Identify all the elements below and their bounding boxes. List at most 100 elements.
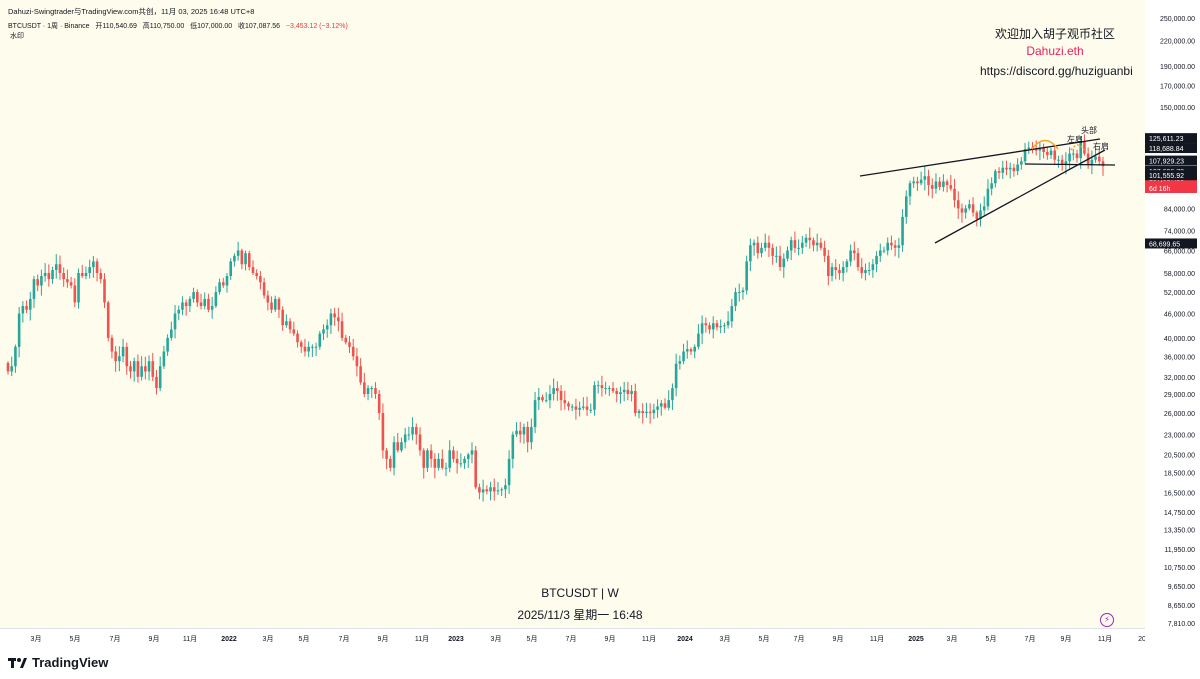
symbol-info[interactable]: BTCUSDT · 1周 · Binance <box>8 23 90 30</box>
price-tick-25: 8,650.00 <box>1168 603 1195 610</box>
candle-4 <box>21 301 25 323</box>
candle-253 <box>945 179 949 193</box>
svg-text:101,555.92: 101,555.92 <box>1149 173 1184 180</box>
candle-32 <box>125 342 129 375</box>
right-shoulder-arc[interactable] <box>1070 144 1085 151</box>
candle-116 <box>437 453 440 471</box>
candle-231 <box>864 263 867 281</box>
time-tick-22: 11月 <box>870 635 884 643</box>
trendline-upper-resistance[interactable] <box>859 138 1101 177</box>
candle-21 <box>84 266 88 280</box>
candle-46 <box>177 305 181 321</box>
candle-95 <box>359 358 362 385</box>
candle-88 <box>333 307 336 326</box>
low-value: 107,000.00 <box>197 23 233 30</box>
candle-176 <box>659 399 663 416</box>
price-tick-12: 36,000.00 <box>1164 354 1195 361</box>
candle-275 <box>1027 141 1031 154</box>
candle-228 <box>853 241 856 261</box>
time-tick-27: 9月 <box>1061 635 1072 643</box>
candle-232 <box>867 262 871 276</box>
candle-237 <box>886 237 890 256</box>
candle-105 <box>396 432 400 453</box>
candle-11 <box>47 264 51 287</box>
price-label-1: 118,688.84 <box>1145 143 1197 154</box>
trendline-rising-support[interactable] <box>934 149 1106 244</box>
candle-224 <box>838 264 841 280</box>
candle-206 <box>771 243 774 265</box>
candle-29 <box>114 346 117 372</box>
price-axis[interactable]: 250,000.00 220,000.00 190,000.00 170,000.00… <box>1145 0 1200 628</box>
price-label-5: 6d 16h <box>1145 182 1197 193</box>
candle-264 <box>986 179 990 211</box>
candle-154 <box>578 401 581 417</box>
candle-69 <box>262 277 266 299</box>
candle-23 <box>92 256 95 278</box>
candle-146 <box>548 385 552 409</box>
candle-143 <box>537 387 541 411</box>
candle-77 <box>292 321 296 337</box>
annotation-0: 左肩 <box>1067 134 1083 144</box>
candle-295 <box>1101 156 1105 176</box>
candle-48 <box>184 299 188 316</box>
price-tick-24: 9,650.00 <box>1168 584 1195 591</box>
candle-229 <box>856 248 860 271</box>
price-label-0: 125,611.23 <box>1145 133 1197 144</box>
time-tick-2: 7月 <box>110 635 121 643</box>
candle-87 <box>329 308 333 335</box>
time-tick-13: 5月 <box>527 635 538 643</box>
candle-192 <box>719 319 722 334</box>
candle-31 <box>121 338 125 363</box>
time-tick-14: 7月 <box>566 635 577 643</box>
candle-250 <box>934 173 938 194</box>
ohlc-legend[interactable]: BTCUSDT · 1周 · Binance 开110,540.69 高110,… <box>8 21 348 31</box>
candle-200 <box>749 238 752 272</box>
time-tick-1: 5月 <box>70 635 81 643</box>
candle-78 <box>296 330 299 348</box>
candle-129 <box>485 485 489 495</box>
candle-54 <box>207 293 210 313</box>
candle-55 <box>210 296 214 319</box>
candle-34 <box>132 357 136 382</box>
candle-60 <box>229 258 233 280</box>
candle-79 <box>299 340 303 353</box>
chart-pane[interactable]: 左肩 头部 右肩 <box>0 0 1145 628</box>
time-tick-11: 2023 <box>448 636 464 643</box>
candle-70 <box>266 290 270 311</box>
candle-218 <box>815 233 819 252</box>
candle-267 <box>997 167 1001 180</box>
svg-text:125,611.23: 125,611.23 <box>1149 136 1184 143</box>
candle-106 <box>400 437 403 453</box>
tradingview-logo[interactable]: TradingView <box>8 655 108 670</box>
candle-208 <box>778 245 782 271</box>
candle-220 <box>823 240 826 263</box>
candle-68 <box>259 270 262 290</box>
candle-278 <box>1038 142 1042 161</box>
candle-81 <box>307 341 310 358</box>
candle-195 <box>730 298 734 328</box>
candle-157 <box>589 403 593 414</box>
bolt-icon[interactable]: ⚡ <box>1100 613 1114 627</box>
tradingview-logo-icon <box>8 657 27 668</box>
candle-2 <box>14 344 17 373</box>
candle-82 <box>311 344 314 357</box>
candle-49 <box>188 296 192 313</box>
candle-89 <box>337 307 340 332</box>
candle-236 <box>882 246 886 254</box>
candle-221 <box>827 249 830 286</box>
candle-142 <box>533 391 537 434</box>
change-value: −3,453.12 (−3.12%) <box>285 23 348 30</box>
high-value: 110,750.00 <box>149 23 185 30</box>
candle-179 <box>671 383 674 411</box>
time-axis[interactable]: 3月 5月 7月 9月 11月 2022 3月 5月 7月 9月 11月 2023 3月 5月 7月 9月 11… <box>0 628 1145 646</box>
candle-65 <box>247 250 251 271</box>
trendline-neckline[interactable] <box>1024 163 1116 166</box>
candle-72 <box>273 295 277 312</box>
chart-symbol-label: BTCUSDT | W <box>541 586 619 600</box>
candle-102 <box>385 447 388 470</box>
candle-182 <box>682 343 685 365</box>
left-shoulder-arc[interactable] <box>1031 139 1059 150</box>
candle-134 <box>504 478 507 499</box>
candle-62 <box>236 241 240 261</box>
